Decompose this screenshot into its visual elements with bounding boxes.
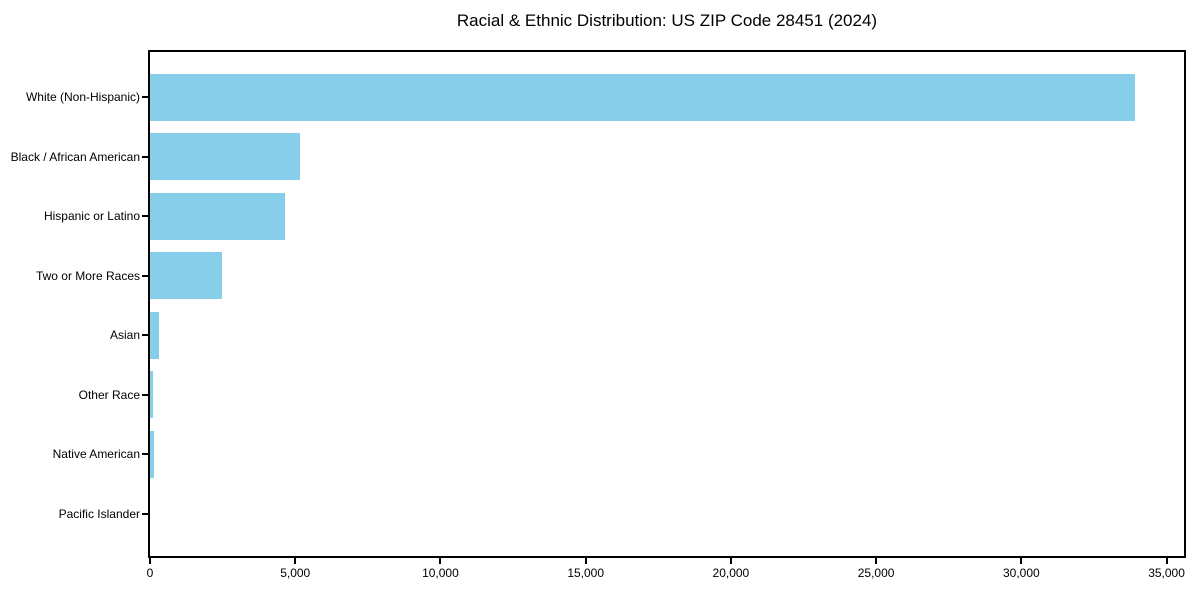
bar-two-or-more-races [150, 252, 223, 300]
y-tick-label-white-non-hispanic: White (Non-Hispanic) [25, 90, 140, 104]
y-tick-label-black-african-american: Black / African American [10, 149, 140, 164]
x-tick-label: 15,000 [567, 566, 605, 580]
y-tick-label-pacific-islander: Pacific Islander [58, 506, 140, 521]
x-tick-label: 25,000 [857, 566, 895, 580]
y-tick-mark [142, 334, 148, 337]
y-tick-mark [142, 96, 148, 98]
y-tick-label-other-race: Other Race [78, 387, 140, 402]
x-tick-mark [729, 558, 732, 564]
y-tick-label-native-american: Native American [52, 447, 140, 462]
y-tick-label-hispanic-or-latino: Hispanic or Latino [43, 209, 140, 224]
x-tick-mark [294, 558, 297, 564]
bar-hispanic-or-latino [150, 192, 285, 240]
y-tick-mark [142, 274, 148, 277]
bar-other-race [150, 371, 154, 419]
x-tick-label: 30,000 [1002, 566, 1040, 580]
bar-native-american [150, 430, 155, 478]
bar-asian [150, 311, 159, 359]
y-tick-mark [142, 512, 148, 515]
x-tick-mark [439, 558, 442, 564]
y-tick-label-two-or-more-races: Two or More Races [35, 268, 140, 283]
x-tick-label: 0 [146, 566, 154, 580]
chart-title: Racial & Ethnic Distribution: US ZIP Cod… [456, 11, 878, 30]
x-tick-mark [875, 558, 878, 564]
x-tick-label: 10,000 [422, 566, 459, 580]
bar-black-african-american [150, 133, 300, 181]
x-tick-mark [149, 558, 151, 564]
x-tick-mark [584, 558, 587, 564]
y-tick-mark [142, 393, 148, 396]
y-tick-mark [142, 215, 148, 218]
y-tick-label-asian: Asian [109, 328, 140, 343]
y-tick-mark [142, 155, 148, 158]
x-tick-label: 5,000 [280, 566, 311, 580]
x-tick-mark [1165, 558, 1168, 564]
x-tick-label: 20,000 [712, 566, 750, 580]
x-tick-mark [1020, 558, 1023, 564]
bar-white-non-hispanic [150, 73, 1135, 121]
y-tick-mark [142, 453, 148, 456]
plot-area [148, 50, 1186, 558]
x-tick-label: 35,000 [1148, 566, 1185, 580]
